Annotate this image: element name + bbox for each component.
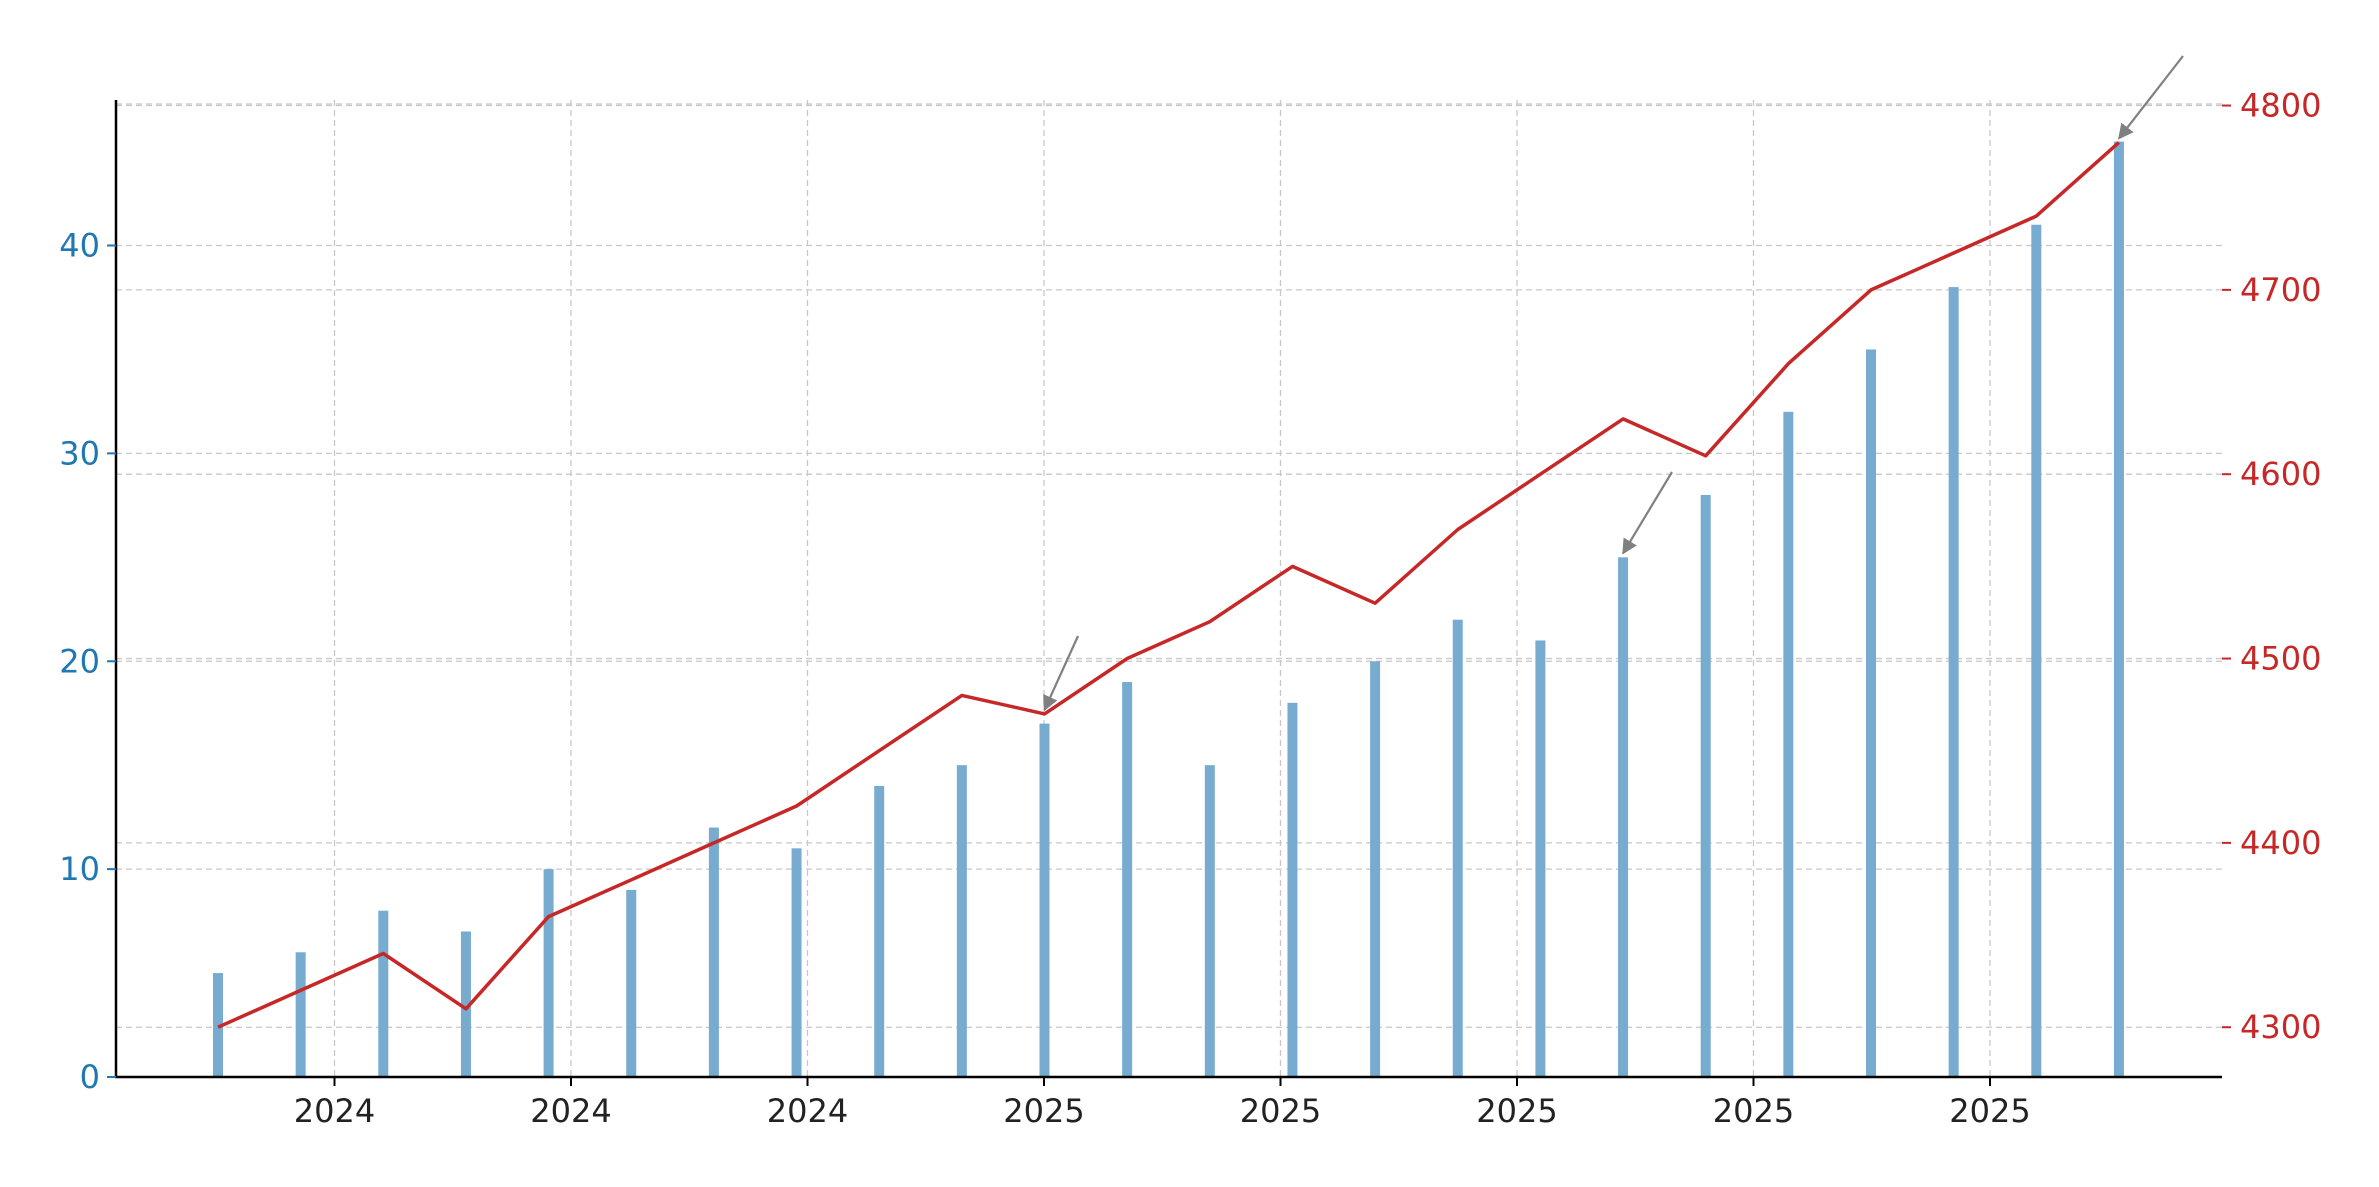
bar bbox=[1866, 349, 1876, 1078]
y-right-tick-label: 4700 bbox=[2240, 271, 2321, 309]
y-right-tick-label: 4800 bbox=[2240, 87, 2321, 125]
bar bbox=[708, 827, 719, 1077]
bar bbox=[1370, 661, 1381, 1077]
bar bbox=[1535, 640, 1546, 1077]
bar bbox=[2031, 224, 2042, 1078]
bar bbox=[1204, 765, 1215, 1077]
y-right-tick-label: 4600 bbox=[2240, 455, 2321, 493]
series-line bbox=[217, 141, 2121, 1029]
x-tick-label: 2024 bbox=[530, 1092, 611, 1130]
y-right-tick-label: 4300 bbox=[2240, 1008, 2321, 1046]
bar bbox=[1452, 619, 1463, 1077]
annotation-arrow bbox=[1622, 471, 1673, 555]
y-right-tick-label: 4500 bbox=[2240, 640, 2321, 678]
bar bbox=[626, 889, 637, 1077]
bar bbox=[378, 910, 389, 1077]
bar bbox=[1122, 682, 1133, 1077]
x-tick-label: 2024 bbox=[767, 1092, 848, 1130]
bar bbox=[1700, 494, 1711, 1077]
axes-layer bbox=[114, 100, 2222, 1079]
y-left-tick-label: 40 bbox=[59, 227, 100, 265]
x-tick-label: 2025 bbox=[1713, 1092, 1794, 1130]
y-right-tick-label: 4400 bbox=[2240, 824, 2321, 862]
ticks-layer: 0 10 20 30 40 4300 4400 4500 4600 4700 4800 2024 202… bbox=[59, 87, 2321, 1130]
bar bbox=[460, 931, 471, 1077]
grid-layer bbox=[116, 100, 2222, 1078]
y-left-tick-label: 0 bbox=[80, 1058, 100, 1096]
bar bbox=[956, 765, 967, 1077]
annotation-arrow bbox=[2118, 55, 2184, 140]
x-tick-label: 2025 bbox=[1003, 1092, 1084, 1130]
bar bbox=[1783, 411, 1794, 1078]
bar bbox=[1948, 287, 1959, 1078]
bar bbox=[213, 973, 223, 1077]
y-left-tick-label: 30 bbox=[59, 434, 100, 472]
annotations-layer bbox=[1043, 55, 2184, 712]
bars-layer bbox=[213, 141, 2124, 1078]
line-layer bbox=[217, 141, 2121, 1029]
y-left-tick-label: 20 bbox=[59, 642, 100, 680]
bar bbox=[791, 848, 802, 1077]
annotation-arrow bbox=[1043, 635, 1080, 712]
bar bbox=[543, 869, 554, 1077]
bar bbox=[874, 785, 885, 1077]
bar bbox=[1287, 702, 1298, 1077]
x-tick-label: 2025 bbox=[1240, 1092, 1321, 1130]
bar bbox=[2113, 141, 2124, 1077]
x-tick-label: 2025 bbox=[1949, 1092, 2030, 1130]
x-tick-label: 2025 bbox=[1476, 1092, 1557, 1130]
x-tick-label: 2024 bbox=[294, 1092, 375, 1130]
y-left-tick-label: 10 bbox=[59, 850, 100, 888]
bar bbox=[295, 952, 306, 1077]
bar bbox=[1039, 723, 1050, 1077]
bar bbox=[1618, 557, 1629, 1077]
